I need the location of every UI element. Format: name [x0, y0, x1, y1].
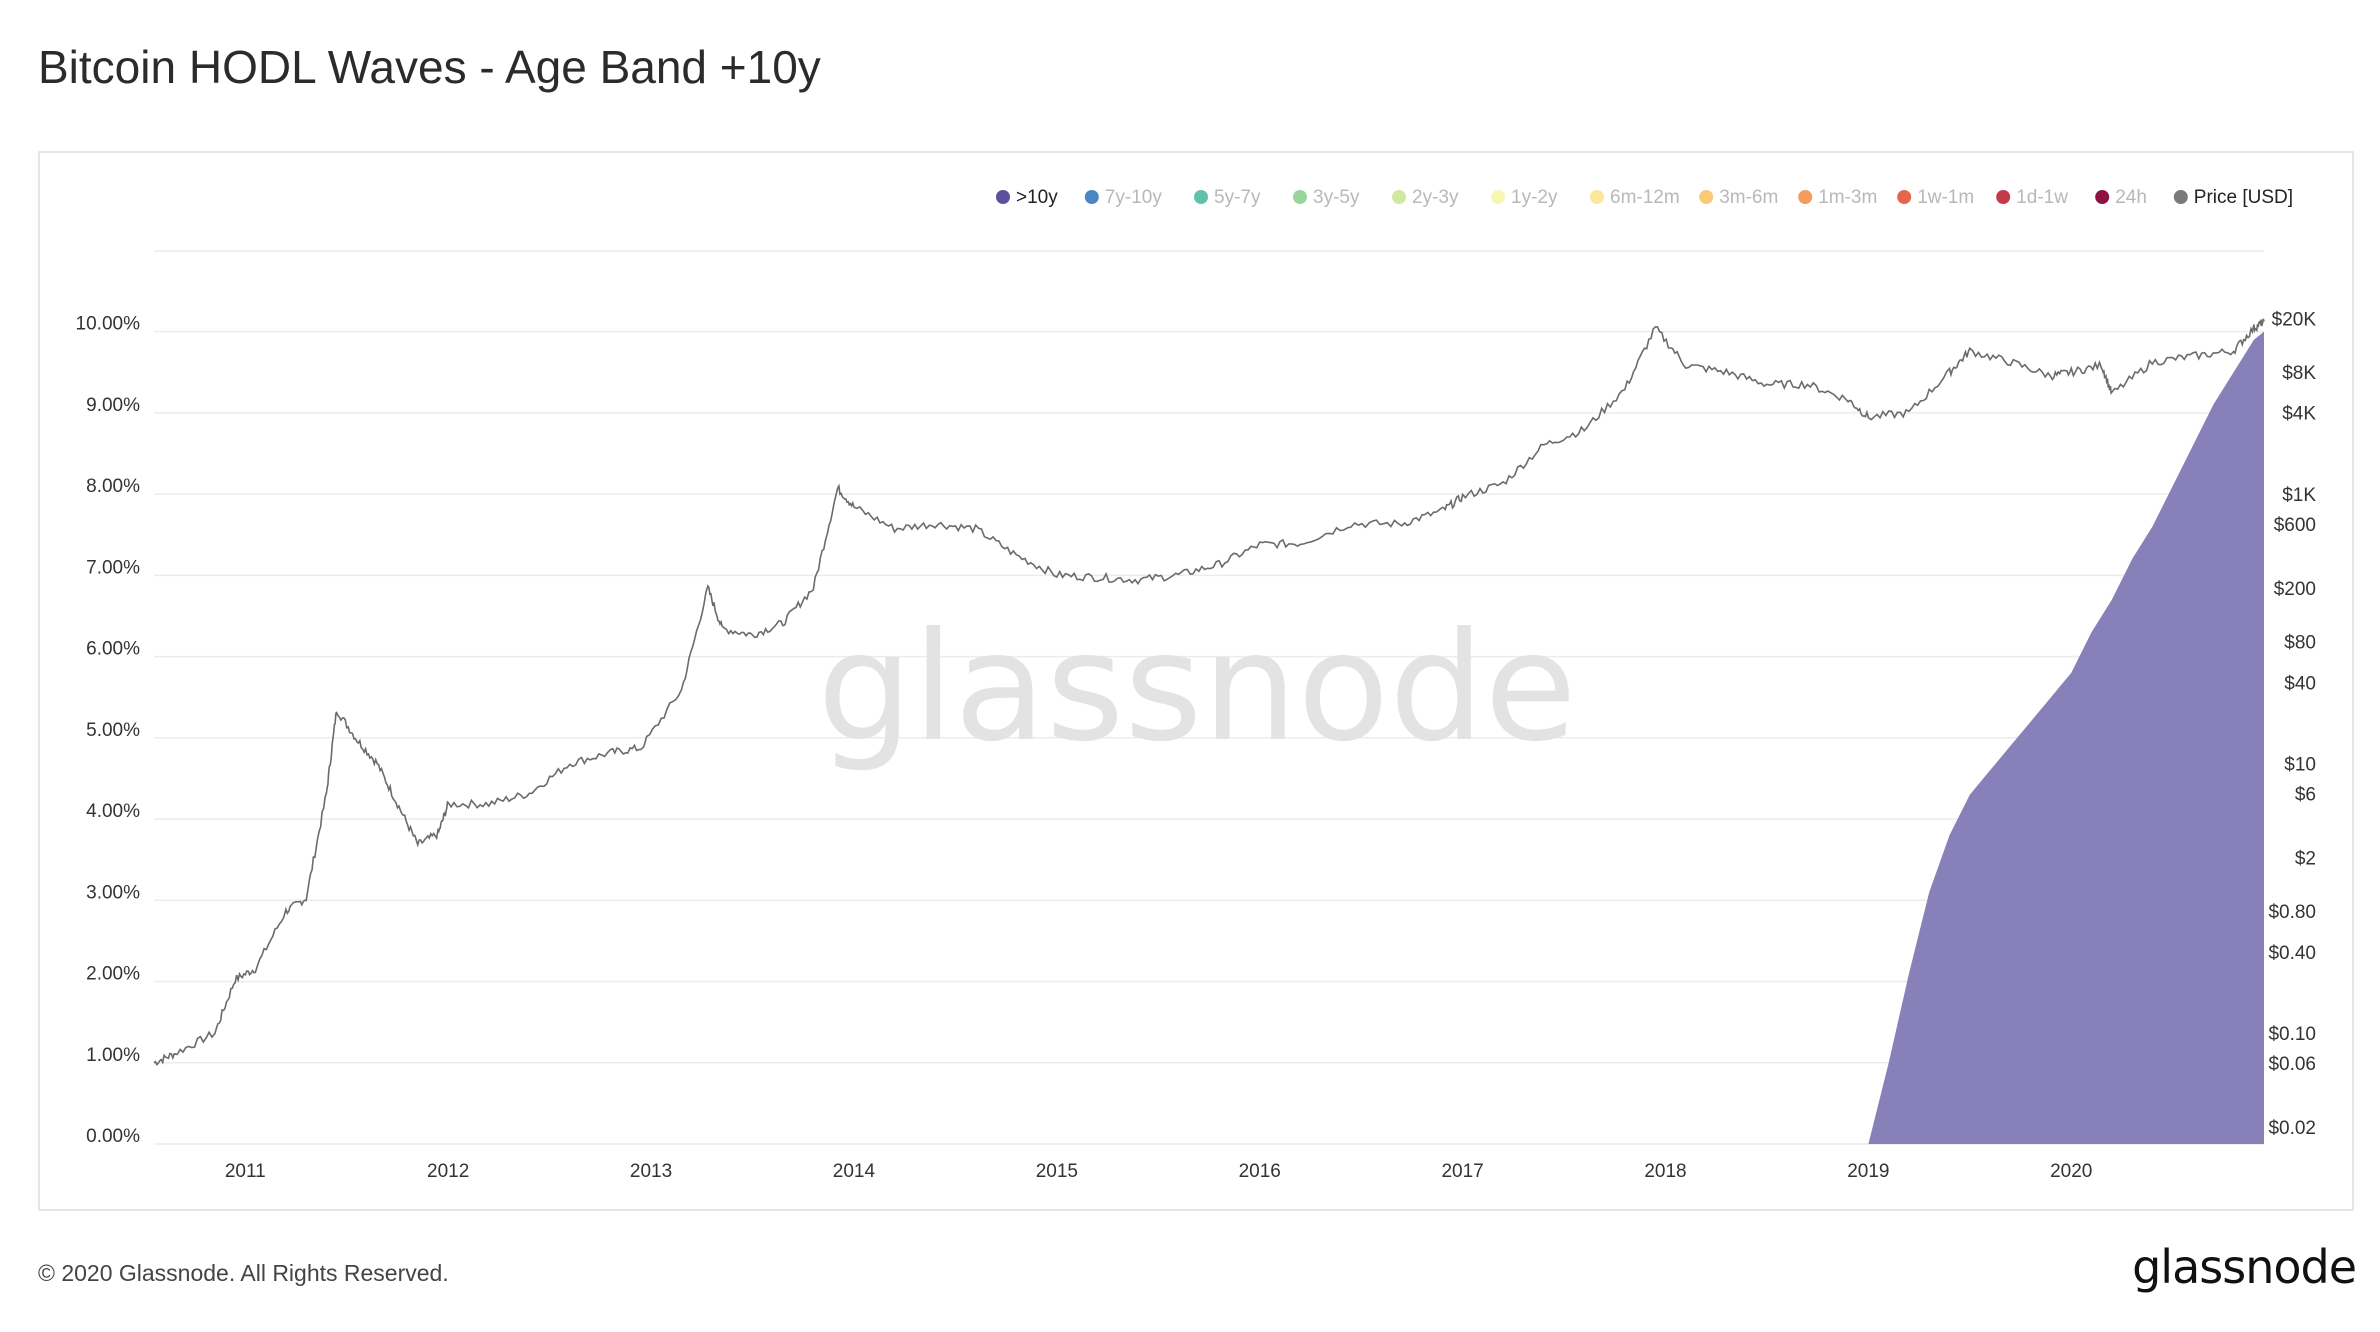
legend-item-label: 2y-3y — [1412, 187, 1459, 208]
price-tick-label: $20K — [2272, 310, 2317, 331]
legend-item-label: 6m-12m — [1610, 187, 1680, 208]
chart-panel: glassnode 0.00% 1.00% 2.00% 3.00% 4.00% 5.00%… — [38, 151, 2354, 1211]
page-title: Bitcoin HODL Waves - Age Band +10y — [38, 41, 821, 93]
y-tick-label: 8.00% — [86, 476, 140, 497]
price-tick-label: $8K — [2282, 363, 2316, 384]
legend: >10y 7y-10y 5y-7y 3y-5y 2y-3y 1y-2y 6m-12m 3m-6… — [996, 187, 2293, 208]
y-tick-label: 6.00% — [86, 639, 140, 660]
legend-item-label: 5y-7y — [1214, 187, 1261, 208]
price-tick-label: $10 — [2284, 754, 2316, 775]
x-tick-label: 2016 — [1239, 1161, 1281, 1182]
y-tick-label: 3.00% — [86, 882, 140, 903]
legend-marker — [1293, 190, 1307, 204]
y-tick-label: 5.00% — [86, 720, 140, 741]
copyright-text: © 2020 Glassnode. All Rights Reserved. — [38, 1260, 449, 1286]
series-layer — [153, 318, 2265, 1145]
y-tick-label: 0.00% — [86, 1126, 140, 1147]
price-tick-label: $0.06 — [2268, 1054, 2316, 1075]
x-tick-label: 2011 — [225, 1161, 266, 1182]
legend-marker — [996, 190, 1010, 204]
legend-item-label: 3m-6m — [1719, 187, 1778, 208]
x-tick-label: 2017 — [1441, 1161, 1483, 1182]
legend-item-label: 7y-10y — [1105, 187, 1163, 208]
x-tick-label: 2012 — [427, 1161, 469, 1182]
x-tick-label: 2014 — [833, 1161, 876, 1182]
y-tick-label: 1.00% — [86, 1045, 140, 1066]
price-tick-label: $4K — [2282, 404, 2316, 425]
price-tick-label: $0.02 — [2268, 1118, 2316, 1139]
x-tick-label: 2019 — [1847, 1161, 1889, 1182]
legend-marker — [1491, 190, 1505, 204]
x-tick-label: 2015 — [1036, 1161, 1078, 1182]
y-tick-label: 9.00% — [86, 395, 140, 416]
price-tick-label: $0.40 — [2268, 943, 2316, 964]
series-area-10y — [1868, 331, 2264, 1145]
legend-item-label: 3y-5y — [1313, 187, 1360, 208]
legend-item-label: 1d-1w — [2016, 187, 2068, 208]
price-tick-label: $600 — [2274, 515, 2316, 536]
legend-item-label: >10y — [1016, 187, 1058, 208]
price-tick-label: $2 — [2295, 849, 2316, 870]
x-tick-label: 2020 — [2050, 1161, 2092, 1182]
legend-marker — [1897, 190, 1912, 204]
legend-marker — [1996, 190, 2011, 204]
watermark-text: glassnode — [817, 601, 1576, 775]
legend-marker — [1798, 190, 1813, 204]
legend-marker — [2095, 190, 2110, 204]
x-tick-label: 2018 — [1644, 1161, 1686, 1182]
right-axis: $0.02 $0.06 $0.10 $0.40 $0.80 $2 $6 $10 $40 $80 $2… — [2268, 310, 2316, 1140]
price-tick-label: $0.10 — [2268, 1024, 2316, 1045]
price-tick-label: $200 — [2274, 579, 2316, 600]
grid-lines — [154, 250, 2264, 1145]
y-tick-label: 4.00% — [86, 801, 140, 822]
price-tick-label: $80 — [2284, 633, 2316, 654]
legend-item-label: 1w-1m — [1917, 187, 1974, 208]
legend-item-label: 24h — [2115, 187, 2147, 208]
price-tick-label: $40 — [2284, 673, 2316, 694]
legend-marker — [1084, 190, 1099, 204]
glassnode-logo: glassnode — [2132, 1240, 2357, 1294]
legend-marker — [1194, 190, 1208, 204]
price-tick-label: $0.80 — [2268, 902, 2316, 923]
hodl-waves-chart: glassnode 0.00% 1.00% 2.00% 3.00% 4.00% 5.00%… — [76, 187, 2317, 1182]
legend-item-label: 1m-3m — [1818, 187, 1877, 208]
price-tick-label: $1K — [2282, 485, 2316, 506]
legend-item-label: 1y-2y — [1511, 187, 1558, 208]
legend-item-label: Price [USD] — [2194, 187, 2293, 208]
series-line-price — [153, 318, 2265, 1067]
legend-marker — [1699, 190, 1714, 204]
y-tick-label: 10.00% — [76, 314, 141, 335]
left-axis: 0.00% 1.00% 2.00% 3.00% 4.00% 5.00% 6.00% 7.00%… — [76, 314, 141, 1147]
legend-marker — [1392, 190, 1406, 204]
y-tick-label: 7.00% — [86, 557, 140, 578]
x-tick-label: 2013 — [630, 1161, 672, 1182]
x-axis: 2011 2012 2013 2014 2015 2016 2017 2018 2019 2020 — [225, 1161, 2093, 1182]
legend-marker — [2173, 190, 2188, 204]
y-tick-label: 2.00% — [86, 964, 140, 985]
legend-marker — [1590, 190, 1604, 204]
price-tick-label: $6 — [2295, 784, 2316, 805]
